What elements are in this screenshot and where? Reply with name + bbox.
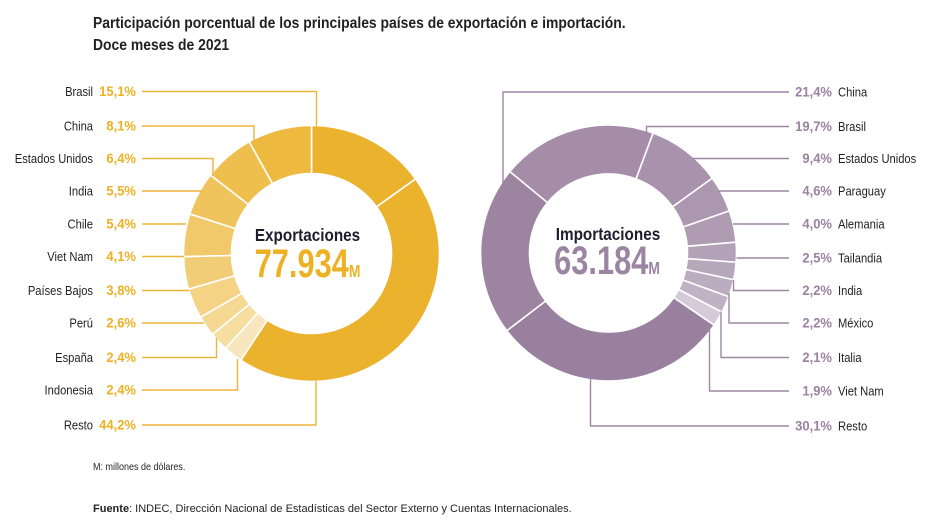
imports-leader-line-mexico — [728, 293, 789, 324]
imports-center-total: 63.184M — [554, 238, 660, 283]
source-label: Fuente — [93, 503, 129, 515]
imports-leader-line-china — [502, 91, 789, 185]
exports-value-label-estados-unidos: 6,4% — [106, 151, 136, 167]
exports-label-estados-unidos: Estados Unidos — [15, 151, 93, 166]
exports-label-indonesia: Indonesia — [45, 383, 94, 398]
exports-center-label: Exportaciones 77.934M — [255, 225, 361, 286]
imports-label-china: China — [838, 85, 867, 100]
exports-value-label-peru: 2,6% — [106, 315, 136, 331]
imports-slices — [479, 124, 738, 382]
exports-value-label-india: 5,5% — [106, 183, 136, 199]
exports-value-label-viet-nam: 4,1% — [106, 249, 136, 265]
title-line-1: Participación porcentual de los principa… — [93, 14, 626, 32]
imports-center-label: Importaciones 63.184M — [554, 224, 660, 283]
exports-label-paises-bajos: Países Bajos — [28, 283, 93, 298]
imports-value-label-brasil: 19,7% — [795, 119, 832, 135]
imports-value-label-china: 21,4% — [795, 84, 832, 100]
imports-label-estados-unidos: Estados Unidos — [838, 151, 916, 166]
exports-value-label-espana: 2,4% — [106, 350, 136, 366]
imports-label-india: India — [838, 283, 862, 298]
imports-label-tailandia: Tailandia — [838, 251, 882, 266]
exports-total-unit: M — [349, 261, 361, 281]
imports-total-unit: M — [648, 258, 660, 278]
exports-label-india: India — [69, 184, 93, 199]
imports-value-label-resto: 30,1% — [795, 418, 832, 434]
exports-donut: Brasil 15,1% China 8,1% Estados Unidos 6,4% In… — [15, 84, 441, 433]
imports-value-label-india: 2,2% — [802, 283, 832, 299]
exports-leader-line-brasil — [142, 90, 318, 127]
source-note: Fuente: INDEC, Dirección Nacional de Est… — [93, 503, 572, 515]
imports-value-label-alemania: 4,0% — [802, 216, 832, 232]
exports-label-espana: España — [55, 350, 93, 365]
imports-leader-line-resto — [589, 379, 789, 427]
title-line-2: Doce meses de 2021 — [93, 36, 229, 54]
imports-value-label-paraguay: 4,6% — [802, 183, 832, 199]
exports-value-label-brasil: 15,1% — [99, 84, 136, 100]
exports-leader-line-china — [142, 125, 255, 143]
imports-value-label-viet-nam: 1,9% — [802, 383, 832, 399]
exports-value-label-paises-bajos: 3,8% — [106, 283, 136, 299]
exports-center-total: 77.934M — [255, 241, 361, 286]
imports-value-label-italia: 2,1% — [802, 350, 832, 366]
exports-value-label-chile: 5,4% — [106, 216, 136, 232]
imports-label-viet-nam: Viet Nam — [838, 384, 884, 399]
source-text: : INDEC, Dirección Nacional de Estadísti… — [129, 503, 572, 515]
exports-total-value: 77.934 — [255, 241, 349, 286]
imports-label-italia: Italia — [838, 350, 862, 365]
imports-leader-line-brasil — [645, 125, 789, 133]
exports-value-label-resto: 44,2% — [99, 417, 136, 433]
exports-label-resto: Resto — [64, 418, 93, 433]
imports-label-mexico: México — [838, 316, 874, 331]
imports-legend: China 21,4% Brasil 19,7% Estados Unidos 9,4% P… — [795, 84, 916, 434]
exports-label-china: China — [64, 119, 93, 134]
exports-value-label-indonesia: 2,4% — [106, 382, 136, 398]
imports-leader-lines — [502, 91, 789, 427]
imports-slice-resto — [506, 296, 715, 382]
footnotes: M: millones de dólares. Fuente: INDEC, D… — [93, 462, 572, 515]
imports-leader-line-india — [732, 280, 789, 292]
chart-title: Participación porcentual de los principa… — [93, 14, 626, 54]
exports-value-label-china: 8,1% — [106, 118, 136, 134]
imports-value-label-tailandia: 2,5% — [802, 250, 832, 266]
exports-leader-line-espana — [142, 338, 218, 359]
unit-note: M: millones de dólares. — [93, 462, 185, 474]
exports-label-brasil: Brasil — [65, 84, 93, 99]
exports-legend: Brasil 15,1% China 8,1% Estados Unidos 6,4% In… — [15, 84, 136, 433]
exports-slice-resto — [240, 178, 441, 383]
imports-value-label-estados-unidos: 9,4% — [802, 151, 832, 167]
imports-label-paraguay: Paraguay — [838, 184, 887, 199]
exports-label-viet-nam: Viet Nam — [47, 249, 93, 264]
imports-leader-line-viet-nam — [708, 330, 789, 392]
exports-center-title: Exportaciones — [255, 225, 360, 245]
exports-leader-lines — [142, 90, 318, 426]
exports-leader-line-indonesia — [142, 359, 239, 391]
imports-value-label-mexico: 2,2% — [802, 315, 832, 331]
exports-label-chile: Chile — [68, 217, 94, 232]
exports-label-peru: Perú — [69, 316, 93, 331]
exports-leader-line-resto — [142, 381, 317, 426]
imports-donut: China 21,4% Brasil 19,7% Estados Unidos 9,4% P… — [479, 84, 916, 434]
imports-label-brasil: Brasil — [838, 119, 866, 134]
imports-leader-line-italia — [720, 311, 789, 359]
imports-center-title: Importaciones — [556, 224, 660, 244]
exports-leader-line-estados-unidos — [142, 157, 214, 176]
imports-label-resto: Resto — [838, 419, 867, 434]
imports-label-alemania: Alemania — [838, 217, 885, 232]
imports-total-value: 63.184 — [554, 238, 648, 283]
